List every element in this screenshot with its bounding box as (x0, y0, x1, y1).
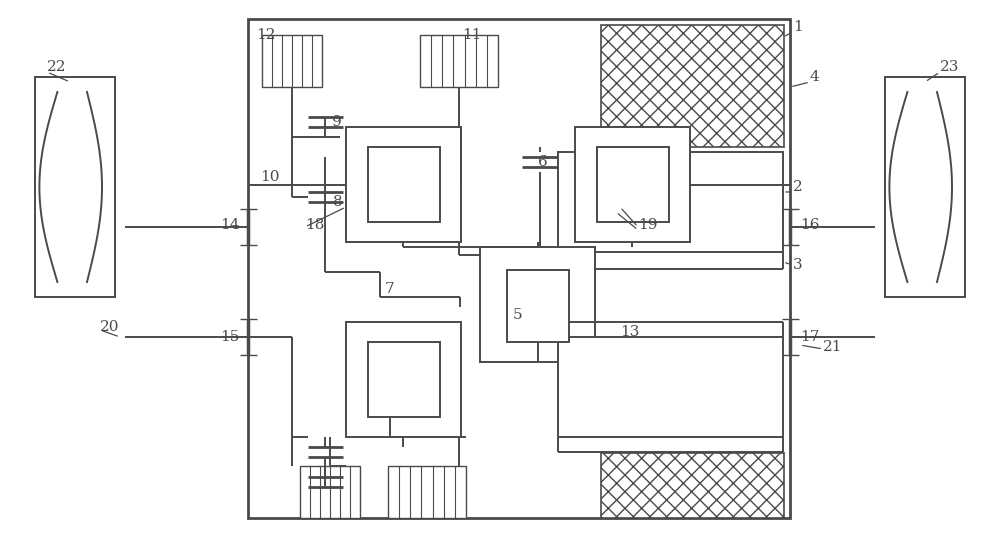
Text: 14: 14 (220, 218, 240, 232)
Bar (885, 77, 965, 297)
Text: 15: 15 (220, 330, 239, 344)
Bar (601, 453, 784, 518)
Bar (601, 25, 784, 147)
Bar (558, 152, 783, 252)
Text: 7: 7 (385, 282, 395, 296)
Text: 20: 20 (100, 320, 120, 334)
Bar (368, 147, 440, 222)
Text: 4: 4 (810, 70, 820, 84)
Bar (368, 342, 440, 417)
Text: 19: 19 (638, 218, 658, 232)
Bar (480, 247, 595, 362)
Text: 22: 22 (47, 60, 66, 74)
Text: 9: 9 (332, 115, 342, 129)
Bar (346, 127, 461, 242)
Text: 21: 21 (823, 340, 842, 354)
Text: 12: 12 (256, 28, 276, 42)
Text: 18: 18 (305, 218, 324, 232)
Text: 3: 3 (793, 258, 803, 272)
Text: 23: 23 (940, 60, 959, 74)
Text: 5: 5 (513, 308, 523, 322)
Text: 11: 11 (462, 28, 482, 42)
Text: 6: 6 (538, 155, 548, 169)
Text: 10: 10 (260, 170, 280, 184)
Bar (575, 127, 690, 242)
Bar (346, 322, 461, 437)
Text: 2: 2 (793, 180, 803, 194)
Bar (388, 466, 466, 518)
Bar (507, 270, 569, 342)
Bar (248, 19, 790, 518)
Text: 8: 8 (333, 195, 343, 209)
Bar (558, 337, 783, 437)
Bar (420, 35, 498, 87)
Text: 17: 17 (800, 330, 819, 344)
Text: 13: 13 (620, 325, 639, 339)
Bar (300, 466, 360, 518)
Bar (597, 147, 669, 222)
Text: 1: 1 (793, 20, 803, 34)
Text: 16: 16 (800, 218, 820, 232)
Bar (35, 77, 115, 297)
Bar (262, 35, 322, 87)
Bar (507, 255, 575, 307)
